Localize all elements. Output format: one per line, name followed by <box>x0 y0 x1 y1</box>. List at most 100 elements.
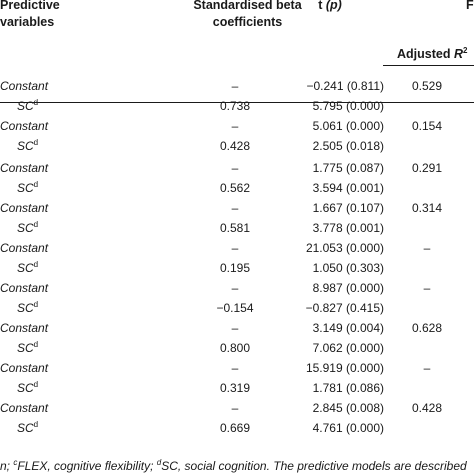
table-row: SCd 0.195 1.050 (0.303) <box>0 258 474 278</box>
beta-header-line1: Standardised beta <box>193 0 302 12</box>
t-p-cell: −0.827 (0.415) <box>305 301 384 315</box>
predictor-name: Constant <box>0 321 49 335</box>
predictor-name: SC <box>17 99 34 113</box>
predictor-name: SC <box>17 301 34 315</box>
t-label: t <box>318 0 323 12</box>
t-p-cell: 3.594 (0.001) <box>312 181 384 195</box>
predictor-cell: SCd <box>17 218 38 238</box>
table-row: SCd −0.154 −0.827 (0.415) <box>0 298 474 318</box>
predictor-cell: Constant <box>0 116 48 136</box>
predictor-name: SC <box>17 221 34 235</box>
beta-cell: – <box>231 361 239 375</box>
table-row: Constant – −0.241 (0.811) 0.529 <box>0 76 474 96</box>
predictor-cell: SCd <box>17 96 38 116</box>
t-p-cell: 5.795 (0.000) <box>312 99 384 113</box>
t-p-cell: 21.053 (0.000) <box>305 241 384 255</box>
adjusted-r2-cell: 0.154 <box>411 119 443 133</box>
beta-cell: 0.669 <box>219 421 251 435</box>
table-row: Constant – 5.061 (0.000) 0.154 <box>0 116 474 136</box>
table-row: Constant – 1.667 (0.107) 0.314 <box>0 198 474 218</box>
table-row: Constant – 15.919 (0.000) – <box>0 358 474 378</box>
adjusted-r2-header: Adjusted R2 <box>397 46 467 63</box>
predictor-cell: Constant <box>0 76 48 96</box>
predictor-superscript: d <box>33 340 39 349</box>
adjusted-r2-cell: – <box>423 241 431 255</box>
predictor-name: Constant <box>0 119 49 133</box>
table-row: SCd 0.800 7.062 (0.000) <box>0 338 474 358</box>
predictor-cell: Constant <box>0 318 48 338</box>
table-row: Constant – 3.149 (0.004) 0.628 <box>0 318 474 338</box>
footnote-sup-d: d <box>156 458 162 467</box>
t-p-cell: 2.505 (0.018) <box>312 139 384 153</box>
predictor-name: Constant <box>0 161 49 175</box>
table-row: SCd 0.669 4.761 (0.000) <box>0 418 474 438</box>
table-row: Constant – 21.053 (0.000) – <box>0 238 474 258</box>
t-p-cell: 8.987 (0.000) <box>312 281 384 295</box>
predictive-header-line2: variables <box>0 15 55 29</box>
predictor-superscript: d <box>33 98 39 107</box>
beta-cell: 0.581 <box>219 221 251 235</box>
beta-cell: – <box>231 119 239 133</box>
beta-cell: – <box>231 241 239 255</box>
table-footnote: n; cFLEX, cognitive flexibility; dSC, so… <box>0 458 467 474</box>
predictor-name: SC <box>17 181 34 195</box>
predictor-superscript: d <box>33 220 39 229</box>
beta-cell: 0.195 <box>219 261 251 275</box>
predictor-cell: Constant <box>0 278 48 298</box>
adjusted-r2-cell: 0.291 <box>411 161 443 175</box>
cut-right-header: F <box>466 0 474 12</box>
footnote-part1: n; <box>0 459 14 473</box>
predictor-superscript: d <box>33 138 39 147</box>
t-p-cell: 1.667 (0.107) <box>312 201 384 215</box>
r-label: R <box>453 47 463 61</box>
predictor-name: Constant <box>0 361 49 375</box>
beta-cell: 0.738 <box>219 99 251 113</box>
predictor-name: Constant <box>0 281 49 295</box>
t-p-cell: 3.149 (0.004) <box>312 321 384 335</box>
adjusted-r2-cell: – <box>423 361 431 375</box>
table-row: Constant – 8.987 (0.000) – <box>0 278 474 298</box>
adjusted-r2-cell: 0.314 <box>411 201 443 215</box>
table-row: SCd 0.428 2.505 (0.018) <box>0 136 474 156</box>
predictor-superscript: d <box>33 180 39 189</box>
beta-cell: – <box>231 161 239 175</box>
footnote-sup-c: c <box>13 458 18 467</box>
predictor-cell: Constant <box>0 238 48 258</box>
t-p-cell: 7.062 (0.000) <box>312 341 384 355</box>
beta-cell: – <box>231 79 239 93</box>
adjusted-r2-cell: 0.628 <box>411 321 443 335</box>
footnote-part2: FLEX, cognitive flexibility; <box>17 459 157 473</box>
predictor-name: SC <box>17 139 34 153</box>
table-row: Constant – 2.845 (0.008) 0.428 <box>0 398 474 418</box>
beta-cell: – <box>231 281 239 295</box>
beta-cell: −0.154 <box>216 301 254 315</box>
predictor-superscript: d <box>33 260 39 269</box>
predictive-header-line1: Predictive <box>0 0 60 12</box>
table-row: Constant – 1.775 (0.087) 0.291 <box>0 158 474 178</box>
t-p-header: t (p) <box>300 0 360 14</box>
predictor-cell: SCd <box>17 418 38 438</box>
adjusted-r2-cell: 0.428 <box>411 401 443 415</box>
t-p-cell: 1.050 (0.303) <box>312 261 384 275</box>
beta-cell: 0.562 <box>219 181 251 195</box>
predictor-superscript: d <box>33 420 39 429</box>
beta-cell: 0.800 <box>219 341 251 355</box>
adjusted-column-line <box>383 65 474 66</box>
table-row: SCd 0.319 1.781 (0.086) <box>0 378 474 398</box>
predictive-variables-header: Predictive variables <box>0 0 60 31</box>
t-p-cell: 1.775 (0.087) <box>312 161 384 175</box>
predictor-name: Constant <box>0 241 49 255</box>
beta-coefficients-header: Standardised beta coefficients <box>180 0 315 31</box>
t-p-cell: 5.061 (0.000) <box>312 119 384 133</box>
beta-cell: – <box>231 321 239 335</box>
t-p-cell: 2.845 (0.008) <box>312 401 384 415</box>
predictor-name: Constant <box>0 201 49 215</box>
predictor-cell: SCd <box>17 258 38 278</box>
table-row: SCd 0.581 3.778 (0.001) <box>0 218 474 238</box>
predictor-name: SC <box>17 341 34 355</box>
predictor-cell: Constant <box>0 398 48 418</box>
t-p-cell: −0.241 (0.811) <box>306 79 384 93</box>
footnote-part3: SC, social cognition. The predictive mod… <box>161 459 467 473</box>
predictor-cell: Constant <box>0 158 48 178</box>
predictor-name: Constant <box>0 401 49 415</box>
